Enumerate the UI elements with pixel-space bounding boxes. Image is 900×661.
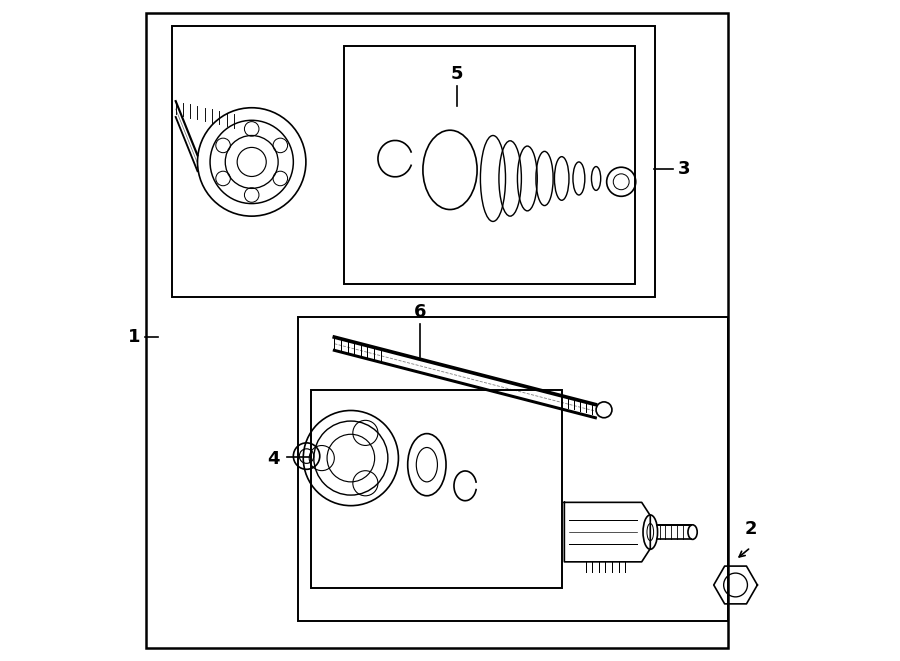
Bar [344,46,635,284]
Text: 2: 2 [744,520,757,538]
Text: 5: 5 [450,65,463,83]
Bar [311,390,562,588]
Text: 6: 6 [414,303,427,321]
Bar [146,13,727,648]
Bar [173,26,655,297]
Bar [298,317,727,621]
Text: 1: 1 [128,328,140,346]
Text: 3: 3 [678,159,690,178]
Text: 4: 4 [267,450,280,469]
